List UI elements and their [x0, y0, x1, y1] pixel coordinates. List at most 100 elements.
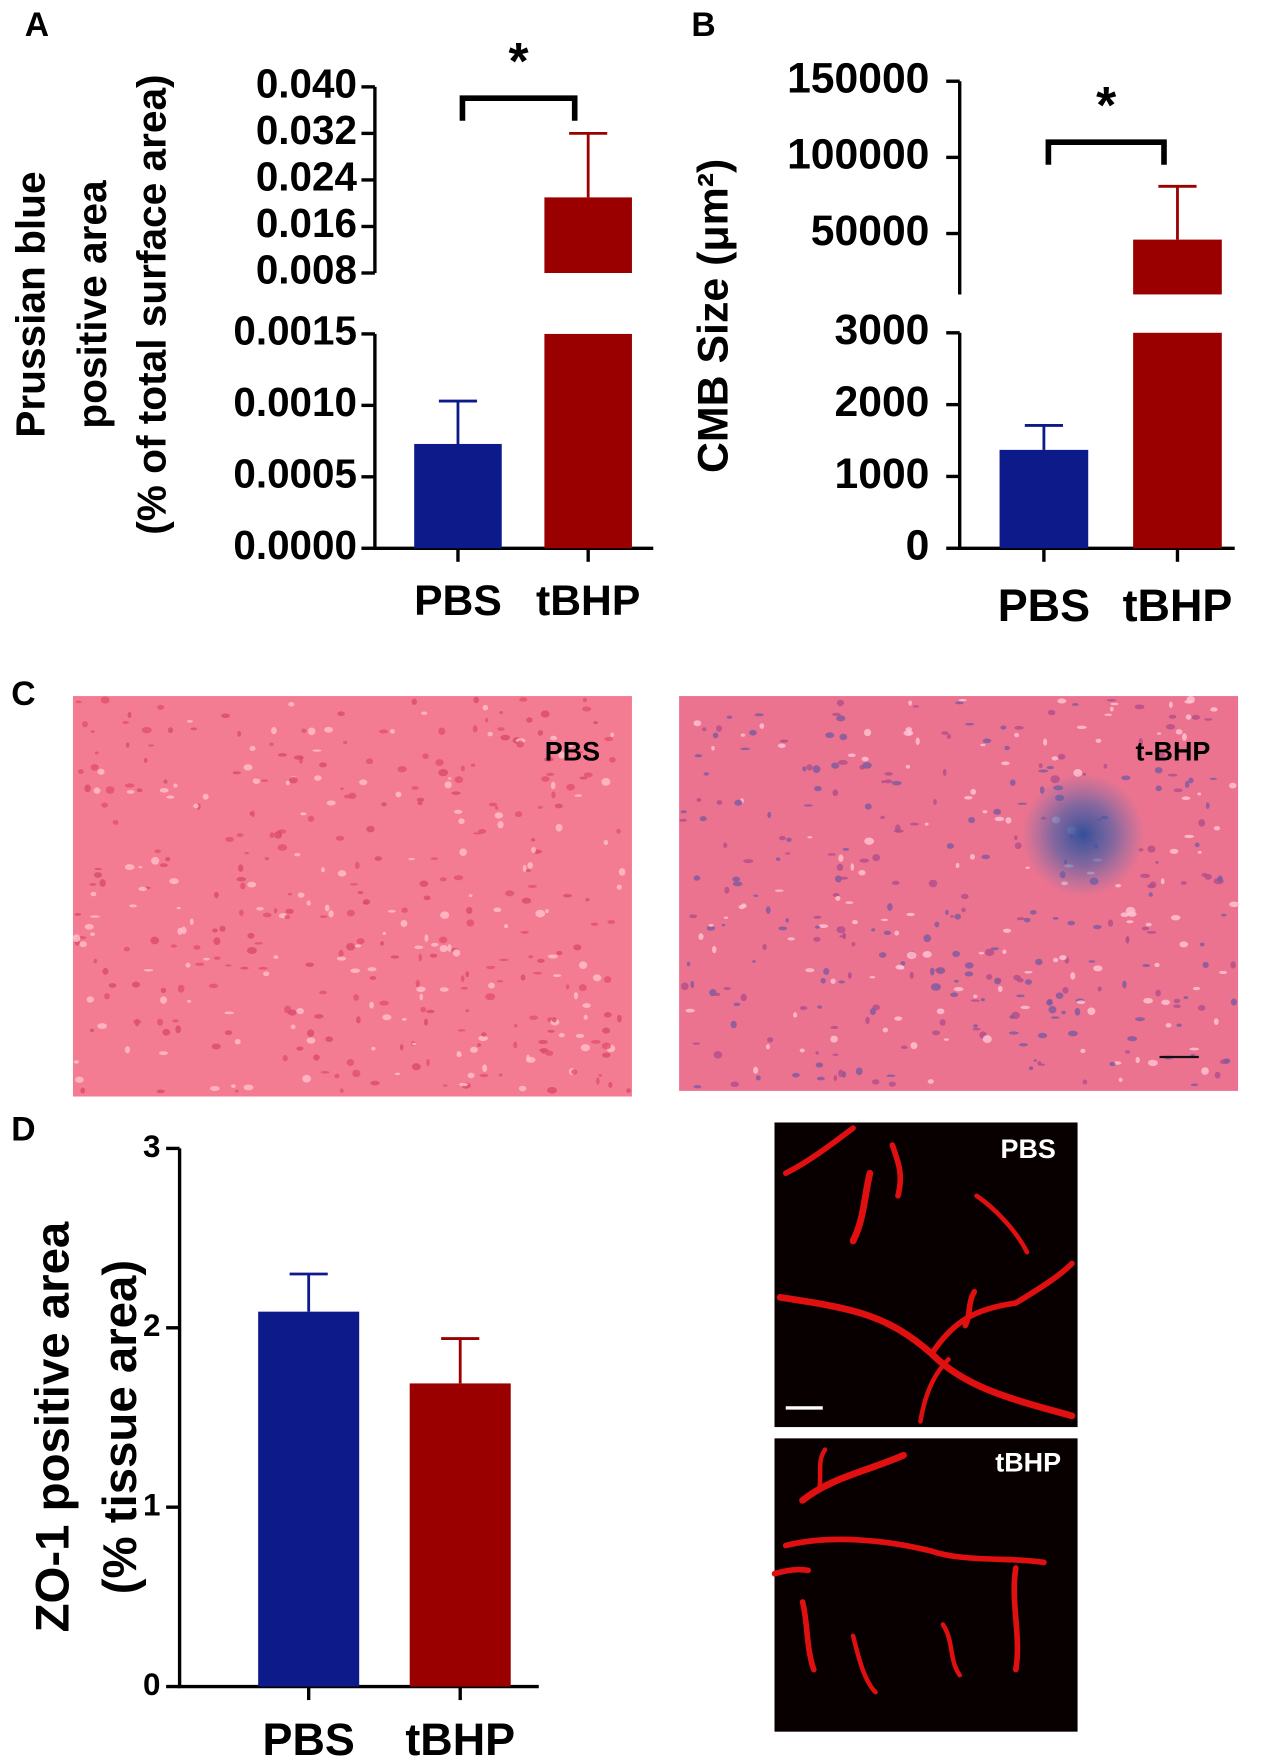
cell — [414, 945, 424, 950]
cell — [208, 983, 219, 989]
cell — [759, 723, 765, 729]
cell — [459, 848, 467, 857]
cell — [418, 953, 423, 962]
cell — [1205, 802, 1210, 809]
cell — [694, 754, 703, 758]
cell — [186, 720, 193, 723]
cell — [256, 906, 264, 911]
cell — [133, 1019, 142, 1025]
cell — [786, 837, 792, 842]
cell — [411, 786, 419, 790]
cell — [90, 730, 95, 733]
vessel — [782, 1536, 1047, 1566]
cell — [470, 1046, 478, 1053]
cell — [422, 753, 429, 760]
cell — [969, 854, 975, 860]
cell — [1025, 866, 1030, 869]
cell — [356, 1016, 361, 1024]
error-bar — [1158, 184, 1197, 240]
cell — [626, 1088, 631, 1094]
cell — [906, 912, 915, 917]
cell — [895, 824, 901, 833]
cell — [306, 1037, 316, 1044]
histology-image — [72, 696, 632, 1097]
cell — [1071, 703, 1079, 706]
cell — [224, 1011, 235, 1015]
cell — [964, 796, 973, 800]
cell — [580, 1044, 591, 1052]
cell — [1037, 1032, 1048, 1039]
y-tick-label: 0.0015 — [233, 308, 357, 354]
cell — [1221, 913, 1227, 917]
cell — [730, 1020, 737, 1029]
cell — [714, 992, 721, 997]
cell — [526, 717, 533, 723]
cell — [1148, 892, 1153, 897]
error-bar — [569, 131, 608, 198]
cell — [1229, 782, 1237, 789]
cell — [702, 727, 707, 732]
cell — [882, 1027, 889, 1033]
cell — [319, 762, 327, 768]
vessel — [817, 1447, 828, 1492]
cell — [1197, 851, 1202, 854]
cell — [1088, 960, 1096, 963]
cell — [269, 742, 274, 747]
cell — [195, 962, 205, 966]
cell — [1217, 875, 1223, 883]
cell — [365, 758, 374, 765]
cell — [420, 1006, 427, 1013]
cell — [212, 928, 218, 933]
cell — [431, 942, 439, 947]
cell — [313, 1054, 320, 1061]
cell — [219, 925, 226, 932]
cell — [90, 764, 99, 771]
vessels — [776, 1125, 1076, 1424]
cell — [836, 926, 846, 934]
cell — [352, 1069, 361, 1078]
x-tick-label: tBHP — [536, 577, 640, 625]
cell — [1016, 917, 1025, 921]
cell — [934, 921, 940, 928]
cell — [159, 1051, 168, 1056]
cell — [285, 780, 290, 786]
cell — [390, 955, 400, 959]
cell — [1109, 1061, 1116, 1067]
cell — [411, 1063, 421, 1071]
cell — [440, 911, 450, 919]
cell — [1104, 713, 1113, 716]
cell — [1052, 917, 1059, 920]
cell — [424, 934, 429, 942]
cell — [234, 1038, 241, 1045]
cell — [499, 710, 504, 715]
y-tick-label: 0.032 — [256, 107, 357, 153]
cell — [884, 772, 893, 776]
cell — [213, 956, 221, 960]
cell — [1118, 1077, 1123, 1082]
error-bar — [1024, 424, 1063, 450]
cell — [817, 1005, 823, 1009]
cell — [1020, 1005, 1030, 1010]
cell — [531, 838, 536, 842]
cell — [411, 1042, 417, 1046]
cell — [864, 837, 874, 845]
cell — [871, 928, 876, 932]
cell — [417, 801, 423, 806]
cell — [356, 938, 365, 945]
cell — [990, 947, 999, 951]
cell — [787, 937, 795, 941]
cell — [1017, 802, 1028, 805]
cell — [416, 986, 426, 993]
cell — [825, 732, 835, 739]
cell — [442, 1084, 448, 1087]
cell — [260, 779, 269, 783]
cell — [755, 1075, 761, 1081]
cell — [247, 881, 257, 888]
cell — [211, 1043, 221, 1050]
cell — [151, 856, 160, 865]
cell — [411, 698, 417, 705]
cell — [894, 1016, 903, 1021]
cell — [960, 893, 969, 900]
x-tick-label: PBS — [414, 577, 502, 625]
